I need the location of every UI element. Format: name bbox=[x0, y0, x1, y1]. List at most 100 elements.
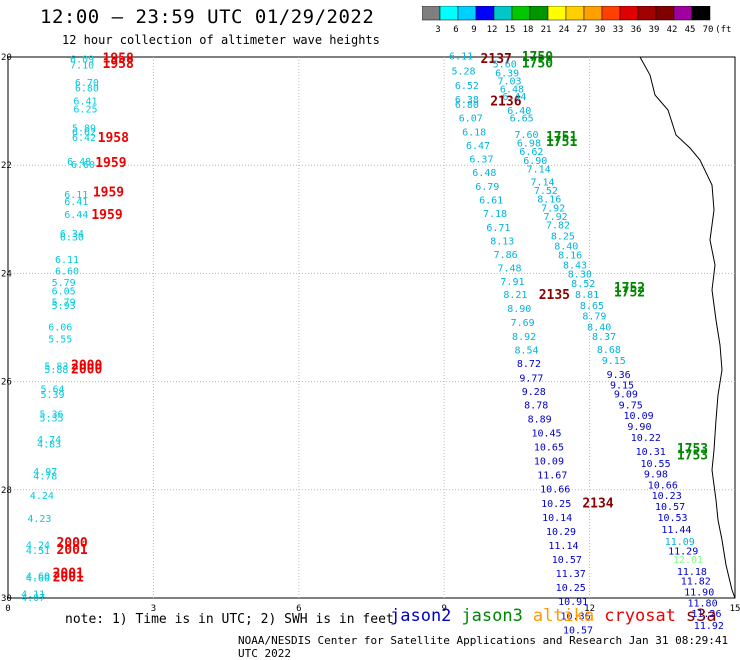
x-tick-label: 15 bbox=[730, 604, 740, 614]
wave-height-label: 10.14 bbox=[542, 513, 572, 524]
wave-height-label: 6.98 bbox=[517, 138, 541, 149]
chart-subtitle: 12 hour collection of altimeter wave hei… bbox=[62, 33, 380, 47]
scale-label: 36 bbox=[631, 25, 642, 35]
wave-height-label: 4.97 bbox=[33, 467, 57, 478]
track-label: 2000 bbox=[56, 536, 87, 551]
track-label: 2135 bbox=[539, 288, 570, 303]
wave-height-label: 8.65 bbox=[580, 301, 604, 312]
legend-entry: cryosat bbox=[604, 606, 676, 626]
wave-height-label: 8.16 bbox=[558, 250, 582, 261]
wave-height-label: 5.60 bbox=[493, 59, 517, 70]
track-label: 1753 bbox=[677, 449, 708, 464]
wave-height-label: 10.25 bbox=[541, 499, 571, 510]
wave-height-label: 5.79 bbox=[52, 278, 76, 289]
coastline bbox=[639, 56, 736, 599]
wave-height-label: 6.70 bbox=[75, 78, 99, 89]
wave-height-label: 9.15 bbox=[602, 356, 626, 367]
track-label: 2001 bbox=[53, 567, 84, 582]
wave-height-label: 7.48 bbox=[498, 263, 522, 274]
track-label: 2000 bbox=[71, 363, 102, 378]
wave-height-label: 4.24 bbox=[26, 540, 50, 551]
wave-height-label: 7.10 bbox=[70, 61, 94, 72]
wave-height-label: 6.44 bbox=[64, 210, 88, 221]
y-tick-label: 20 bbox=[1, 53, 12, 63]
scale-label: 33 bbox=[613, 25, 624, 35]
footnote: note: 1) Time is in UTC; 2) SWH is in fe… bbox=[65, 612, 394, 627]
wave-height-label: 6.05 bbox=[52, 287, 76, 298]
wave-height-label: 10.31 bbox=[636, 447, 666, 458]
track-label: 2134 bbox=[582, 496, 613, 511]
wave-height-label: 9.75 bbox=[619, 400, 643, 411]
wave-height-label: 6.47 bbox=[466, 141, 490, 152]
wave-height-label: 6.11 bbox=[449, 51, 473, 62]
wave-height-label: 8.92 bbox=[512, 332, 536, 343]
scale-label: 6 bbox=[453, 25, 458, 35]
x-tick-label: 6 bbox=[296, 604, 301, 614]
wave-height-label: 6.40 bbox=[507, 106, 531, 117]
track-label: 1958 bbox=[103, 57, 134, 72]
wave-height-label: 6.25 bbox=[73, 104, 97, 115]
wave-height-label: 5.64 bbox=[40, 385, 64, 396]
track-label: 1959 bbox=[93, 185, 124, 200]
wave-height-label: 6.48 bbox=[472, 168, 496, 179]
wave-height-label: 11.29 bbox=[668, 546, 698, 557]
wave-height-label: 10.09 bbox=[534, 457, 564, 468]
wave-height-label: 6.06 bbox=[48, 322, 72, 333]
wave-height-label: 6.62 bbox=[519, 147, 543, 158]
wave-height-label: 9.15 bbox=[610, 380, 634, 391]
wave-height-label: 7.18 bbox=[483, 209, 507, 220]
wave-height-label: 4.83 bbox=[37, 439, 61, 450]
wave-height-label: 6.11 bbox=[64, 190, 88, 201]
wave-height-label: 6.44 bbox=[502, 92, 526, 103]
wave-height-label: 5.88 bbox=[44, 365, 68, 376]
legend-entry: jason3 bbox=[461, 606, 523, 626]
wave-height-label: 11.18 bbox=[677, 567, 707, 578]
wave-height-label: 8.13 bbox=[490, 236, 514, 247]
wave-height-label: 7.92 bbox=[541, 203, 565, 214]
scale-label: 3 bbox=[435, 25, 440, 35]
wave-height-label: 5.39 bbox=[40, 390, 64, 401]
wave-height-label: 8.37 bbox=[592, 332, 616, 343]
wave-height-label: 11.92 bbox=[694, 621, 724, 632]
legend-entry: s3a bbox=[685, 606, 717, 626]
track-label: 2001 bbox=[56, 543, 87, 558]
wave-height-label: 6.60 bbox=[71, 160, 95, 171]
wave-height-label: 10.23 bbox=[652, 491, 682, 502]
wave-height-label: 5.79 bbox=[52, 298, 76, 309]
wave-height-label: 10.65 bbox=[534, 443, 564, 454]
wave-height-label: 5.35 bbox=[40, 413, 64, 424]
wave-height-label: 8.16 bbox=[537, 195, 561, 206]
wave-height-label: 8.72 bbox=[517, 359, 541, 370]
wave-height-label: 9.77 bbox=[519, 373, 543, 384]
wave-height-label: 6.42 bbox=[72, 133, 96, 144]
wave-height-label: 11.80 bbox=[688, 598, 718, 609]
wave-height-label: 10.53 bbox=[657, 513, 687, 524]
scale-label: 18 bbox=[523, 25, 534, 35]
wave-height-label: 6.52 bbox=[455, 81, 479, 92]
y-tick-label: 24 bbox=[1, 269, 12, 279]
wave-height-label: 10.66 bbox=[540, 485, 570, 496]
wave-height-label: 6.18 bbox=[462, 128, 486, 139]
track-label: 1750 bbox=[522, 50, 553, 65]
wave-height-label: 5.89 bbox=[72, 123, 96, 134]
scale-label: (ft) bbox=[715, 25, 732, 35]
wave-height-label: 7.69 bbox=[511, 318, 535, 329]
x-tick-label: 3 bbox=[151, 604, 156, 614]
scale-label: 27 bbox=[577, 25, 588, 35]
wave-height-label: 4.11 bbox=[21, 590, 45, 601]
track-label: 2137 bbox=[481, 52, 512, 67]
wave-height-label: 10.45 bbox=[531, 428, 561, 439]
wave-height-label: 4.74 bbox=[37, 435, 61, 446]
wave-height-label: 10.09 bbox=[624, 411, 654, 422]
chart-title: 12:00 – 23:59 UTC 01/29/2022 bbox=[40, 6, 375, 28]
track-label: 1752 bbox=[614, 285, 645, 300]
wave-height-label: 4.78 bbox=[33, 472, 57, 483]
track-label: 1751 bbox=[546, 130, 577, 145]
wave-height-label: 6.41 bbox=[64, 197, 88, 208]
wave-height-label: 10.55 bbox=[640, 459, 670, 470]
wave-height-label: 8.68 bbox=[597, 345, 621, 356]
wave-height-label: 11.26 bbox=[691, 609, 721, 620]
wave-height-label: 4.24 bbox=[30, 491, 54, 502]
wave-height-label: 6.80 bbox=[455, 100, 479, 111]
wave-height-label: 11.37 bbox=[556, 569, 586, 580]
